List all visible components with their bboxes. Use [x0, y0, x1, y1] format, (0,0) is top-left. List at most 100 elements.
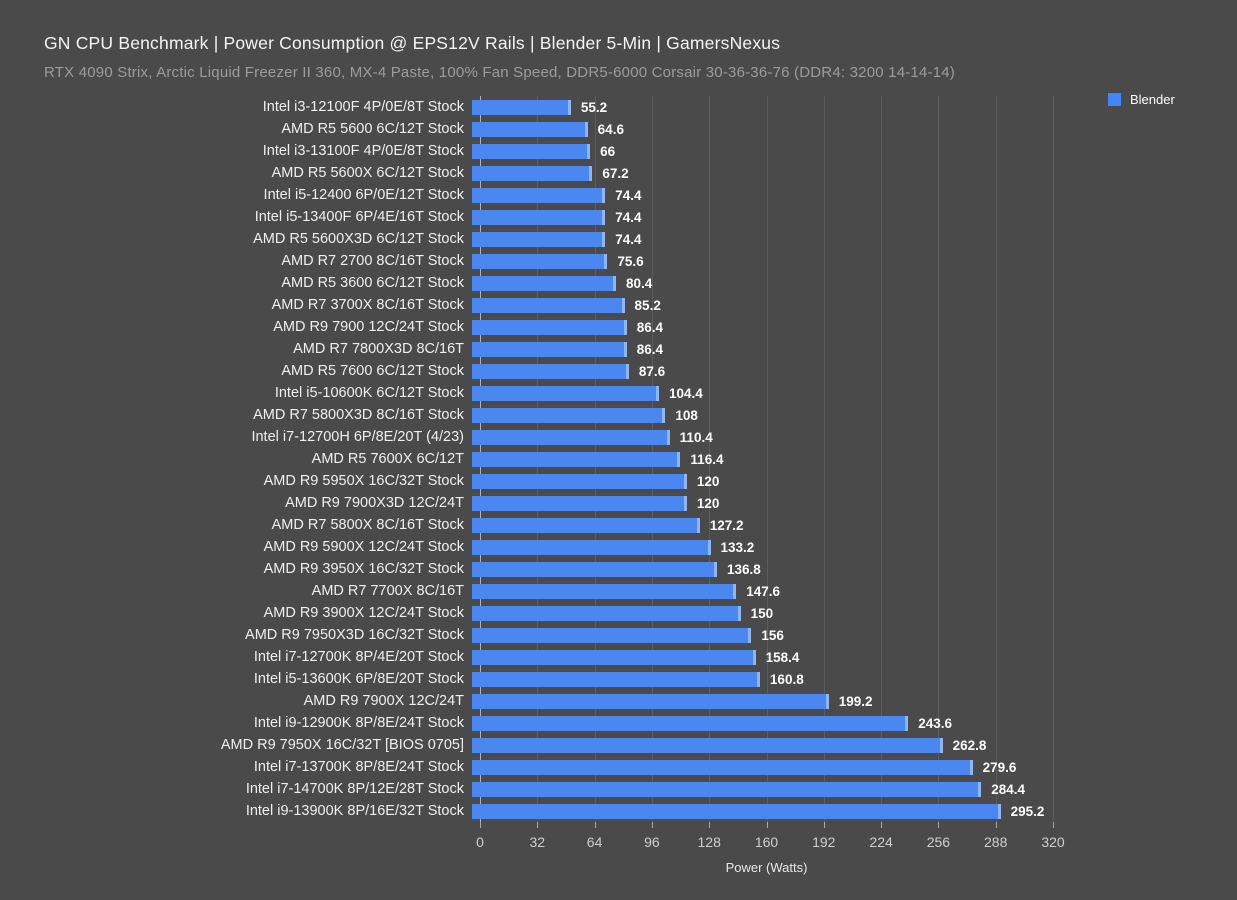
value-bar	[472, 253, 608, 269]
gridline	[938, 96, 940, 822]
bar-track: 55.2	[472, 96, 1237, 118]
chart-row: Intel i9-12900K 8P/8E/24T Stock 243.6	[0, 712, 1237, 734]
legend-label: Blender	[1130, 92, 1175, 107]
chart-row: AMD R5 5600X 6C/12T Stock 67.2	[0, 162, 1237, 184]
value-label: 279.6	[982, 759, 1017, 775]
bar-track: 87.6	[472, 360, 1237, 382]
value-label: 150	[750, 605, 774, 621]
bar-track: 110.4	[472, 426, 1237, 448]
chart-subtitle: RTX 4090 Strix, Arctic Liquid Freezer II…	[44, 64, 955, 81]
x-tick-label: 128	[697, 834, 721, 850]
x-tick-mark	[1053, 822, 1054, 828]
value-label: 243.6	[918, 715, 952, 731]
value-bar	[472, 121, 588, 137]
category-label: Intel i7-13700K 8P/8E/24T Stock	[253, 759, 464, 775]
bar-track: 116.4	[472, 448, 1237, 470]
bar-track: 284.4	[472, 778, 1237, 800]
category-label: Intel i7-12700H 6P/8E/20T (4/23)	[251, 429, 464, 445]
category-label: AMD R5 7600 6C/12T Stock	[281, 363, 464, 379]
x-axis-title: Power (Watts)	[725, 860, 808, 875]
value-label: 120	[696, 473, 720, 489]
value-label: 66	[600, 143, 616, 159]
bar-track: 158.4	[472, 646, 1237, 668]
gridline	[995, 96, 997, 822]
value-bar	[472, 759, 973, 775]
gridline	[709, 96, 711, 822]
value-bar	[472, 495, 687, 511]
chart-row: Intel i7-14700K 8P/12E/28T Stock 284.4	[0, 778, 1237, 800]
bar-track: 75.6	[472, 250, 1237, 272]
category-label: Intel i7-12700K 8P/4E/20T Stock	[253, 649, 464, 665]
chart-row: AMD R9 7950X3D 16C/32T Stock 156	[0, 624, 1237, 646]
value-bar	[472, 275, 616, 291]
legend-swatch-icon	[1108, 93, 1121, 106]
value-label: 75.6	[617, 253, 644, 269]
value-bar	[472, 143, 591, 159]
x-tick-label: 32	[529, 834, 546, 850]
value-bar	[472, 187, 606, 203]
value-bar	[472, 99, 571, 115]
value-bar	[472, 407, 666, 423]
value-bar	[472, 781, 982, 797]
value-bar	[472, 473, 687, 489]
value-label: 64.6	[597, 121, 624, 137]
x-tick-label: 0	[476, 834, 484, 850]
category-label: Intel i5-12400 6P/0E/12T Stock	[263, 187, 464, 203]
chart-row: AMD R5 5600X3D 6C/12T Stock 74.4	[0, 228, 1237, 250]
value-label: 86.4	[636, 319, 663, 335]
x-tick-label: 288	[984, 834, 1008, 850]
value-bar	[472, 165, 593, 181]
bar-track: 66	[472, 140, 1237, 162]
bar-track: 136.8	[472, 558, 1237, 580]
value-label: 74.4	[615, 187, 642, 203]
chart-row: Intel i5-13400F 6P/4E/16T Stock 74.4	[0, 206, 1237, 228]
chart-row: AMD R7 2700 8C/16T Stock 75.6	[0, 250, 1237, 272]
value-label: 199.2	[838, 693, 873, 709]
category-label: AMD R5 5600 6C/12T Stock	[281, 121, 464, 137]
gridline	[823, 96, 825, 822]
bar-track: 156	[472, 624, 1237, 646]
chart-row: Intel i7-12700H 6P/8E/20T (4/23) 110.4	[0, 426, 1237, 448]
chart-row: AMD R9 5950X 16C/32T Stock 120	[0, 470, 1237, 492]
category-label: AMD R9 7900 12C/24T Stock	[273, 319, 464, 335]
chart-row: AMD R7 5800X 8C/16T Stock 127.2	[0, 514, 1237, 536]
category-label: AMD R9 7950X3D 16C/32T Stock	[245, 627, 464, 643]
value-label: 85.2	[634, 297, 661, 313]
x-tick-label: 160	[754, 834, 779, 850]
value-label: 147.6	[746, 583, 781, 599]
bar-track: 160.8	[472, 668, 1237, 690]
bar-track: 86.4	[472, 316, 1237, 338]
value-bar	[472, 803, 1001, 819]
bar-track: 74.4	[472, 206, 1237, 228]
value-bar	[472, 649, 756, 665]
chart-row: Intel i7-13700K 8P/8E/24T Stock 279.6	[0, 756, 1237, 778]
x-tick-mark	[651, 822, 653, 828]
x-tick-label: 96	[644, 834, 660, 850]
x-tick-mark	[995, 822, 997, 828]
chart-row: AMD R9 7900X 12C/24T 199.2	[0, 690, 1237, 712]
bar-track: 64.6	[472, 118, 1237, 140]
bar-track: 108	[472, 404, 1237, 426]
category-label: AMD R9 7950X 16C/32T [BIOS 0705]	[220, 737, 464, 753]
chart-title: GN CPU Benchmark | Power Consumption @ E…	[44, 33, 781, 53]
chart-row: AMD R7 5800X3D 8C/16T Stock 108	[0, 404, 1237, 426]
value-label: 158.4	[765, 649, 800, 665]
value-bar	[472, 385, 659, 401]
chart-row: AMD R7 3700X 8C/16T Stock 85.2	[0, 294, 1237, 316]
value-label: 104.4	[668, 385, 703, 401]
bar-track: 120	[472, 470, 1237, 492]
value-label: 127.2	[709, 517, 744, 533]
chart-row: Intel i5-13600K 6P/8E/20T Stock 160.8	[0, 668, 1237, 690]
value-label: 67.2	[602, 165, 629, 181]
value-label: 74.4	[615, 231, 642, 247]
value-bar	[472, 605, 741, 621]
x-axis: 0 32 64 96 128 160 192 224 256 288 320	[476, 822, 1065, 882]
bar-track: 127.2	[472, 514, 1237, 536]
x-tick-label: 192	[812, 834, 836, 850]
category-label: AMD R9 7900X3D 12C/24T	[285, 495, 464, 511]
value-label: 108	[675, 407, 698, 423]
gridline	[1053, 96, 1054, 822]
category-label: AMD R9 5900X 12C/24T Stock	[263, 539, 464, 555]
bar-track: 133.2	[472, 536, 1237, 558]
